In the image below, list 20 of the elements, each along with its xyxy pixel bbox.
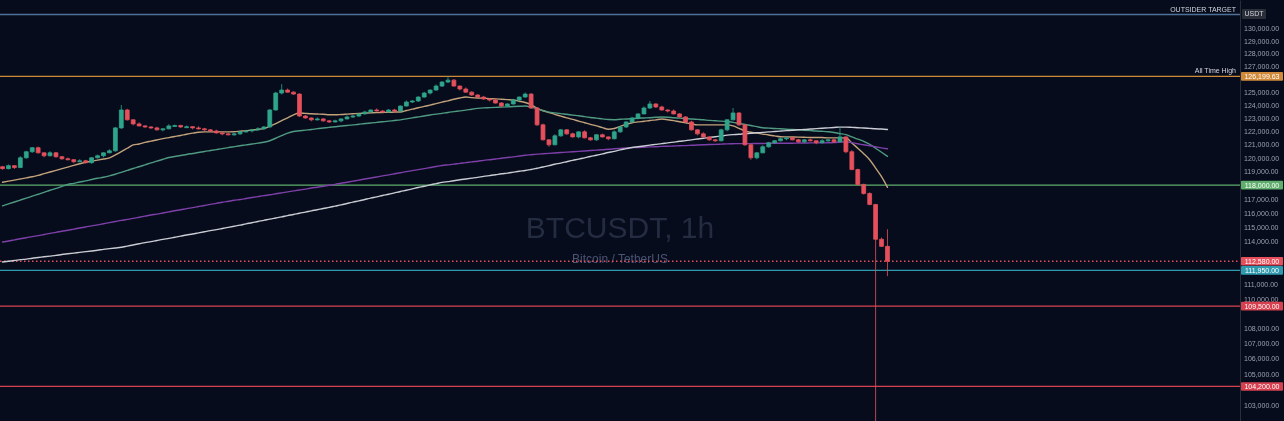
candlestick (184, 125, 189, 129)
candlestick (314, 116, 320, 121)
line-series (1, 141, 889, 243)
candlestick (0, 165, 5, 171)
candlestick (837, 126, 843, 143)
candlestick (83, 159, 88, 165)
candlestick (594, 133, 599, 142)
candlestick (12, 164, 17, 170)
candlestick (831, 138, 837, 144)
line-series (1, 96, 889, 189)
candlestick (178, 124, 184, 129)
line-series (1, 126, 889, 263)
line-series (1, 105, 889, 207)
candlestick (47, 150, 53, 157)
candlestick (576, 130, 581, 139)
candlestick (802, 138, 807, 144)
candlestick (386, 108, 391, 114)
candlestick (392, 108, 397, 113)
candlestick (77, 158, 83, 163)
candlestick (6, 164, 11, 170)
